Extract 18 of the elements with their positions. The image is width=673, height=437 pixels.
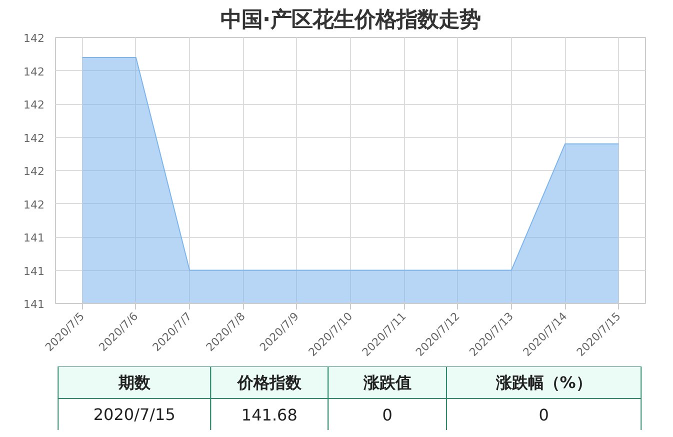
y-tick-label: 142: [24, 198, 45, 212]
y-tick-label: 142: [24, 98, 45, 112]
y-tick-label: 141: [24, 298, 45, 311]
y-tick-label: 142: [24, 165, 45, 178]
chart-title: 中国·产区花生价格指数走势: [220, 8, 481, 32]
y-tick-label: 142: [24, 65, 45, 78]
text: 0: [382, 406, 392, 424]
text: 价格指数: [236, 373, 302, 392]
text: 141.68: [241, 406, 298, 424]
y-tick-label: 141: [24, 232, 45, 244]
text: 涨跌幅（%）: [494, 373, 592, 392]
text: 2020/7/15: [93, 405, 176, 424]
text: 0: [538, 406, 549, 424]
y-tick-label: 142: [24, 32, 45, 45]
text: 涨跌值: [362, 373, 412, 392]
y-tick-label: 142: [24, 132, 45, 145]
text: 期数: [117, 373, 152, 392]
y-tick-label: 141: [24, 264, 45, 278]
